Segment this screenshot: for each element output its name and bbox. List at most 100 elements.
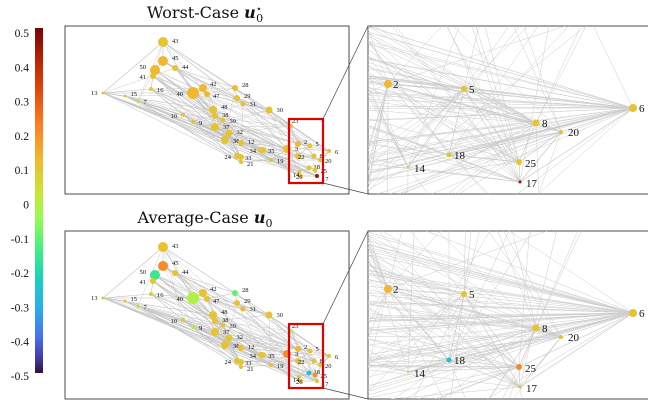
node-18: [306, 370, 312, 376]
inset-edge: [519, 107, 634, 183]
graph-edge: [150, 88, 242, 163]
inset-edge: [368, 293, 465, 393]
node-label: 13: [91, 90, 98, 97]
node-label: 47: [213, 298, 220, 305]
inset-edge: [368, 107, 634, 143]
inset-edge: [368, 292, 634, 314]
inset-edge: [368, 107, 634, 122]
graph-edge: [222, 119, 272, 161]
inset-edge: [448, 26, 569, 156]
graph-edge: [154, 274, 214, 316]
panel-title-subscript: 0: [265, 217, 272, 230]
node-35: [260, 352, 266, 358]
inset-edge: [387, 231, 402, 290]
node-label: 14: [293, 377, 300, 384]
graph-edge: [240, 149, 262, 163]
inset-edge: [368, 105, 634, 109]
node-label: 37: [223, 329, 230, 336]
graph-edge: [214, 331, 264, 356]
inset-edge: [368, 100, 537, 124]
node-label: 3: [295, 146, 298, 153]
graph-edge: [150, 88, 194, 123]
node-label: 41: [140, 279, 147, 286]
inset-node-label: 17: [526, 178, 538, 190]
node-17: [315, 174, 319, 178]
zoom-highlight-box: [287, 322, 325, 390]
graph-edge: [150, 293, 194, 299]
graph-edge: [270, 145, 311, 161]
node-label: 29: [244, 93, 251, 100]
node-33: [238, 154, 244, 160]
inset-edge: [368, 88, 465, 193]
inset-edge: [437, 231, 537, 329]
inset-edge: [509, 231, 634, 314]
graph-edge: [102, 92, 302, 177]
inset-edge: [463, 231, 480, 295]
node-label: 39: [230, 323, 237, 330]
graph-edge: [102, 297, 224, 326]
graph-edge: [102, 92, 300, 173]
inset-edge: [368, 312, 634, 328]
inset-edge: [519, 336, 562, 388]
node-label: 22: [298, 359, 305, 366]
inset-edge: [368, 312, 634, 319]
inset-edge: [535, 26, 581, 124]
colorbar-tick-label: 0.2: [15, 131, 30, 143]
node-28: [232, 290, 238, 296]
inset-edge: [518, 122, 537, 163]
graph-edge: [162, 246, 264, 356]
node-22: [295, 153, 301, 159]
node-7: [136, 99, 140, 103]
graph-edge: [162, 60, 311, 147]
inset-node-label: 14: [414, 163, 426, 175]
node-label: 50: [140, 269, 147, 276]
node-label: 5: [316, 141, 319, 148]
node-8: [311, 358, 317, 364]
node-label: 36: [233, 138, 240, 145]
graph-edge: [224, 330, 292, 346]
node-50: [150, 270, 160, 280]
panel-title: Average-Case u0: [137, 208, 273, 230]
inset-edge: [368, 304, 562, 338]
node-label: 9: [199, 325, 202, 332]
graph-edge: [162, 246, 318, 382]
graph-edge: [162, 265, 194, 299]
node-label: 3: [295, 351, 298, 358]
inset-node-label: 8: [542, 118, 548, 130]
inset-edge: [368, 312, 634, 368]
node-16: [149, 292, 153, 296]
node-label: 19: [277, 363, 284, 370]
graph-edge: [152, 75, 292, 127]
inset-edge: [368, 264, 562, 338]
inset-node-label: 25: [525, 363, 537, 375]
node-label: 26: [296, 379, 303, 386]
inset-edge: [441, 327, 537, 399]
inset-edge: [519, 26, 550, 183]
inset-edge: [393, 359, 450, 399]
graph-edge: [192, 326, 318, 382]
inset-node-20: [559, 130, 563, 134]
node-45: [158, 261, 168, 271]
node-42: [199, 289, 207, 297]
zoom-connector: [322, 230, 369, 325]
graph-edge: [236, 302, 264, 356]
node-label: 28: [242, 287, 249, 294]
node-label: 31: [250, 101, 257, 108]
inset-edge: [463, 231, 472, 295]
colorbar-tick-label: -0.5: [11, 371, 29, 383]
graph-edge: [206, 298, 242, 368]
inset-edge: [447, 122, 537, 194]
node-16: [149, 87, 153, 91]
node-label: 14: [293, 172, 300, 179]
inset-edge: [463, 293, 520, 368]
inset-edge: [448, 26, 539, 156]
node-label: 36: [233, 343, 240, 350]
node-label: 8: [320, 358, 323, 365]
graph-edge: [240, 155, 315, 163]
zoom-connector: [322, 25, 369, 120]
graph-edge: [290, 125, 299, 145]
inset-edge: [519, 131, 562, 183]
node-28: [232, 85, 238, 91]
node-label: 28: [242, 82, 249, 89]
